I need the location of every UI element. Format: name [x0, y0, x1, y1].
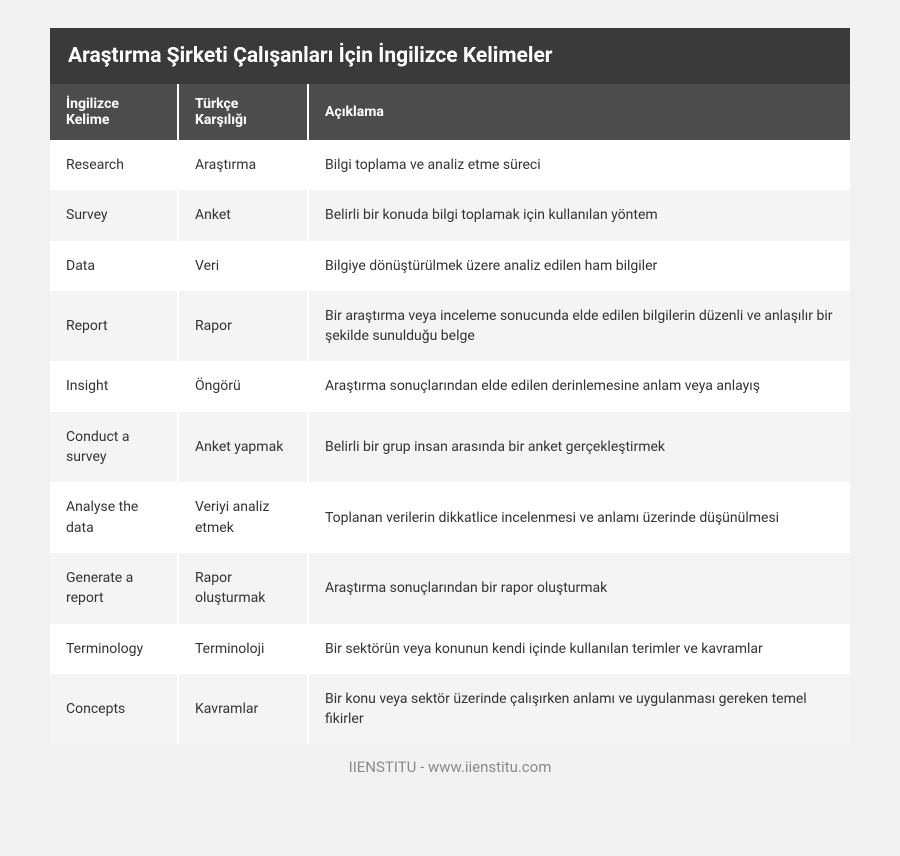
cell-turkish: Terminoloji: [178, 624, 308, 674]
cell-description: Bilgiye dönüştürülmek üzere analiz edile…: [308, 241, 850, 291]
table-row: Research Araştırma Bilgi toplama ve anal…: [50, 140, 850, 190]
cell-description: Bir araştırma veya inceleme sonucunda el…: [308, 291, 850, 362]
cell-description: Bir sektörün veya konunun kendi içinde k…: [308, 624, 850, 674]
table-row: Generate a report Rapor oluşturmak Araşt…: [50, 553, 850, 624]
table-body: Research Araştırma Bilgi toplama ve anal…: [50, 140, 850, 744]
cell-description: Belirli bir grup insan arasında bir anke…: [308, 412, 850, 483]
cell-turkish: Veri: [178, 241, 308, 291]
cell-description: Araştırma sonuçlarından bir rapor oluştu…: [308, 553, 850, 624]
cell-description: Araştırma sonuçlarından elde edilen deri…: [308, 361, 850, 411]
column-header-english: İngilizce Kelime: [50, 84, 178, 140]
column-header-description: Açıklama: [308, 84, 850, 140]
cell-description: Bir konu veya sektör üzerinde çalışırken…: [308, 674, 850, 745]
cell-turkish: Anket: [178, 190, 308, 240]
table-row: Insight Öngörü Araştırma sonuçlarından e…: [50, 361, 850, 411]
table-row: Analyse the data Veriyi analiz etmek Top…: [50, 482, 850, 553]
vocabulary-card: Araştırma Şirketi Çalışanları İçin İngil…: [50, 28, 850, 744]
cell-turkish: Öngörü: [178, 361, 308, 411]
cell-turkish: Rapor: [178, 291, 308, 362]
table-row: Concepts Kavramlar Bir konu veya sektör …: [50, 674, 850, 745]
cell-english: Terminology: [50, 624, 178, 674]
cell-english: Concepts: [50, 674, 178, 745]
cell-description: Belirli bir konuda bilgi toplamak için k…: [308, 190, 850, 240]
column-header-turkish: Türkçe Karşılığı: [178, 84, 308, 140]
cell-english: Research: [50, 140, 178, 190]
table-row: Data Veri Bilgiye dönüştürülmek üzere an…: [50, 241, 850, 291]
table-row: Survey Anket Belirli bir konuda bilgi to…: [50, 190, 850, 240]
cell-turkish: Veriyi analiz etmek: [178, 482, 308, 553]
table-header-row: İngilizce Kelime Türkçe Karşılığı Açıkla…: [50, 84, 850, 140]
cell-turkish: Kavramlar: [178, 674, 308, 745]
table-row: Conduct a survey Anket yapmak Belirli bi…: [50, 412, 850, 483]
cell-english: Generate a report: [50, 553, 178, 624]
cell-english: Conduct a survey: [50, 412, 178, 483]
cell-english: Report: [50, 291, 178, 362]
cell-english: Analyse the data: [50, 482, 178, 553]
cell-turkish: Anket yapmak: [178, 412, 308, 483]
cell-turkish: Rapor oluşturmak: [178, 553, 308, 624]
vocabulary-table: İngilizce Kelime Türkçe Karşılığı Açıkla…: [50, 84, 850, 744]
footer-credit: IIENSTITU - www.iienstitu.com: [50, 744, 850, 776]
table-row: Terminology Terminoloji Bir sektörün vey…: [50, 624, 850, 674]
cell-english: Data: [50, 241, 178, 291]
table-row: Report Rapor Bir araştırma veya inceleme…: [50, 291, 850, 362]
cell-description: Toplanan verilerin dikkatlice incelenmes…: [308, 482, 850, 553]
card-title: Araştırma Şirketi Çalışanları İçin İngil…: [50, 28, 850, 84]
cell-english: Insight: [50, 361, 178, 411]
cell-english: Survey: [50, 190, 178, 240]
cell-turkish: Araştırma: [178, 140, 308, 190]
cell-description: Bilgi toplama ve analiz etme süreci: [308, 140, 850, 190]
